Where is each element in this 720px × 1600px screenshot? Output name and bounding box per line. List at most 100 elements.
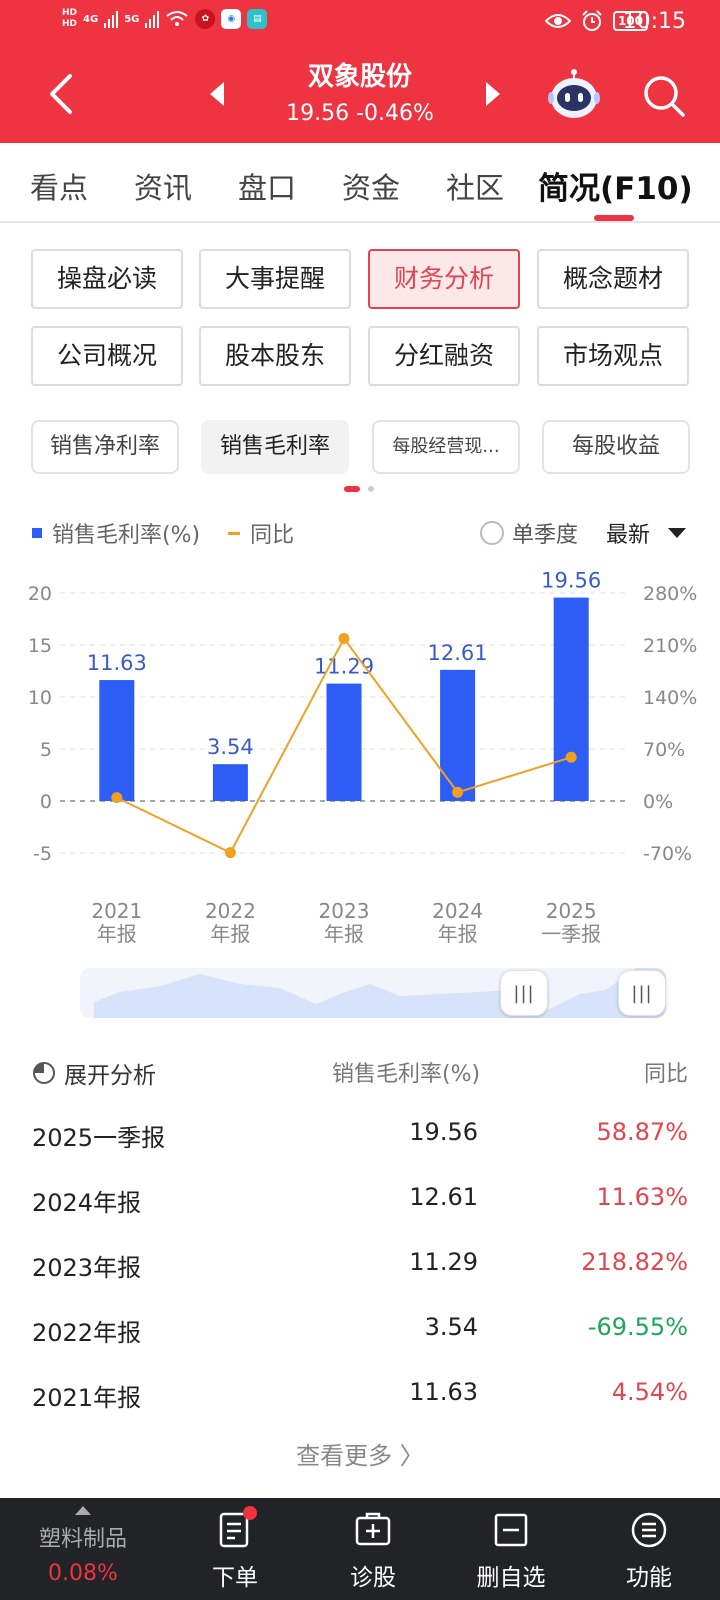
row-period: 2023年报: [32, 1254, 142, 1282]
remove-watchlist-button[interactable]: 删自选: [456, 1508, 566, 1598]
search-icon[interactable]: [640, 72, 688, 120]
sector-name: 塑料制品: [38, 1527, 127, 1552]
single-quarter-label: 单季度: [512, 523, 579, 548]
tab-f10[interactable]: 简况(F10): [538, 171, 693, 207]
submenu-company-profile[interactable]: 公司概况: [31, 326, 183, 386]
sector-quote[interactable]: 塑料制品 0.08%: [24, 1498, 142, 1600]
submenu-market-views[interactable]: 市场观点: [537, 326, 689, 386]
prev-stock-button[interactable]: [206, 80, 228, 108]
legend-bar-label: 销售毛利率(%): [52, 523, 201, 548]
x-tick-sublabel: 年报: [210, 922, 250, 946]
row-yoy: 4.54%: [611, 1378, 688, 1406]
single-quarter-toggle[interactable]: 单季度: [480, 518, 578, 548]
x-tick-sublabel: 一季报: [541, 922, 601, 946]
tab-community[interactable]: 社区: [446, 171, 505, 205]
row-yoy: 11.63%: [596, 1183, 688, 1211]
range-slider-track[interactable]: [80, 968, 666, 1018]
row-period: 2025一季报: [32, 1124, 166, 1152]
caret-down-icon: [668, 528, 687, 538]
x-tick-sublabel: 年报: [97, 922, 137, 946]
x-tick-label: 2025: [546, 899, 597, 923]
expand-analysis-label: 展开分析: [64, 1063, 156, 1089]
table-row: 2025一季报 19.56 58.87%: [0, 1102, 720, 1166]
top-tabs: 看点 资讯 盘口 资金 社区 简况(F10): [0, 143, 720, 223]
wifi-icon: [166, 11, 188, 26]
x-tick-sublabel: 年报: [324, 922, 364, 946]
table-row: 2022年报 3.54 -69.55%: [0, 1297, 720, 1361]
expand-up-icon: [75, 1506, 91, 1515]
chart-bar: [326, 683, 362, 801]
remove-watchlist-icon: [493, 1512, 529, 1548]
row-value: 3.54: [424, 1313, 478, 1341]
back-button[interactable]: [42, 72, 82, 116]
submenu-must-read[interactable]: 操盘必读: [31, 249, 183, 309]
expand-analysis-button[interactable]: 展开分析: [32, 1056, 156, 1090]
x-tick-label: 2023: [319, 899, 370, 923]
legend-bar-swatch: [32, 528, 42, 538]
chart-bar: [212, 764, 248, 801]
range-handle-left[interactable]: |||: [500, 970, 548, 1016]
bar-data-label: 11.63: [87, 651, 147, 675]
bar-data-label: 12.61: [428, 641, 488, 665]
x-tick-sublabel: 年报: [438, 922, 478, 946]
tab-highlights[interactable]: 看点: [30, 171, 89, 205]
range-preview-area: [94, 968, 666, 1018]
hd-top: HD: [62, 8, 78, 18]
chart-bar: [99, 680, 135, 801]
submenu-shareholders[interactable]: 股本股东: [199, 326, 351, 386]
active-tab-indicator: [594, 215, 634, 221]
submenu-events[interactable]: 大事提醒: [199, 249, 351, 309]
range-handle-right[interactable]: |||: [618, 970, 666, 1016]
stock-quote: 19.56 -0.46%: [286, 101, 434, 126]
yoy-point: [452, 786, 464, 798]
period-dropdown[interactable]: 最新: [606, 518, 687, 548]
tab-fund-flow[interactable]: 资金: [342, 171, 401, 205]
network-5g: 5G: [124, 13, 140, 25]
y-left-tick: 5: [40, 739, 52, 761]
submenu-concepts[interactable]: 概念题材: [537, 249, 689, 309]
submenu-dividends[interactable]: 分红融资: [368, 326, 520, 386]
tab-news[interactable]: 资讯: [134, 171, 193, 205]
next-stock-button[interactable]: [482, 80, 504, 108]
reader-notification-icon: ▤: [247, 9, 268, 29]
eye-icon: [544, 14, 571, 28]
signal-icon-2: [145, 10, 160, 28]
chip-eps[interactable]: 每股收益: [542, 420, 690, 474]
diagnose-button[interactable]: 诊股: [318, 1508, 428, 1598]
legend-line-label: 同比: [250, 523, 295, 548]
robot-assistant-icon[interactable]: [546, 66, 602, 122]
yoy-point: [565, 751, 577, 763]
app-header: HD HD 4G 5G ✿ ◉ ▤ 100 10:15 双象股份 19.56 -…: [0, 0, 720, 143]
stock-name: 双象股份: [307, 62, 412, 92]
row-period: 2024年报: [32, 1189, 142, 1217]
functions-button[interactable]: 功能: [594, 1508, 704, 1598]
submenu-financial-analysis[interactable]: 财务分析: [368, 249, 520, 309]
row-period: 2022年报: [32, 1319, 142, 1347]
remove-watchlist-label: 删自选: [476, 1565, 546, 1591]
order-button[interactable]: 下单: [180, 1506, 290, 1598]
x-tick-label: 2021: [91, 899, 142, 923]
yoy-point: [338, 632, 350, 644]
network-4g: 4G: [83, 13, 99, 25]
chip-operating-cashflow[interactable]: 每股经营现...: [372, 420, 520, 474]
row-yoy: -69.55%: [587, 1313, 688, 1341]
table-row: 2024年报 12.61 11.63%: [0, 1167, 720, 1231]
radio-icon[interactable]: [480, 521, 504, 545]
y-right-tick: 140%: [643, 687, 697, 709]
yoy-point: [224, 847, 236, 859]
chip-gross-margin[interactable]: 销售毛利率: [201, 420, 349, 474]
yoy-point: [111, 792, 123, 804]
row-value: 11.63: [409, 1378, 478, 1406]
bar-data-label: 3.54: [207, 735, 254, 759]
tab-order-book[interactable]: 盘口: [238, 171, 297, 205]
y-left-tick: 10: [28, 687, 52, 709]
diagnose-label: 诊股: [350, 1565, 396, 1591]
row-period: 2021年报: [32, 1384, 142, 1412]
y-left-tick: 0: [40, 791, 52, 813]
y-right-tick: 70%: [643, 739, 685, 761]
y-left-tick: 20: [28, 583, 52, 605]
row-yoy: 218.82%: [581, 1248, 688, 1276]
view-more-link[interactable]: 查看更多 〉: [296, 1442, 424, 1470]
y-right-tick: 280%: [643, 583, 697, 605]
chip-net-margin[interactable]: 销售净利率: [31, 420, 179, 474]
